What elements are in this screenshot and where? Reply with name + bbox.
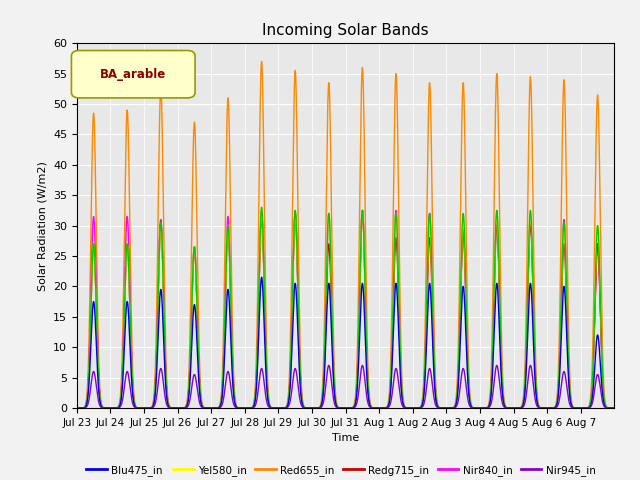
Title: Incoming Solar Bands: Incoming Solar Bands: [262, 23, 429, 38]
Y-axis label: Solar Radiation (W/m2): Solar Radiation (W/m2): [37, 161, 47, 290]
FancyBboxPatch shape: [72, 50, 195, 98]
Text: BA_arable: BA_arable: [100, 68, 166, 81]
Legend: Blu475_in, Grn535_in, Yel580_in, Red655_in, Redg715_in, Nir840_in, Nir945_in: Blu475_in, Grn535_in, Yel580_in, Red655_…: [82, 461, 600, 480]
X-axis label: Time: Time: [332, 433, 359, 443]
